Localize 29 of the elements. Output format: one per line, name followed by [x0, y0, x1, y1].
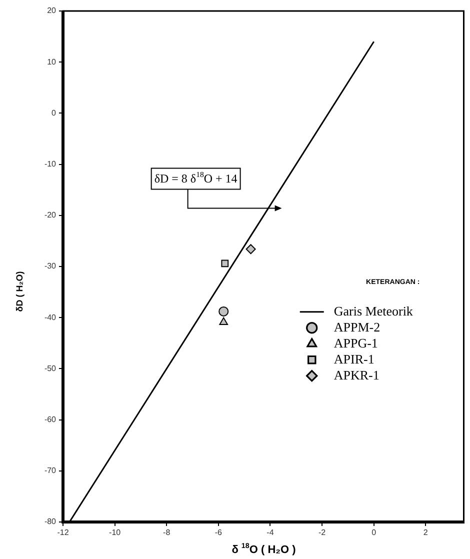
y-tick-label: 10: [47, 57, 57, 66]
y-tick-label: -40: [44, 312, 57, 322]
y-tick-label: -80: [44, 517, 57, 526]
y-tick-label: -10: [44, 160, 57, 169]
x-tick-label: -4: [266, 528, 274, 538]
y-tick-label: -30: [44, 262, 57, 271]
y-tick-label: -20: [44, 210, 57, 220]
y-tick-label: -70: [44, 466, 57, 476]
y-tick-label: -60: [44, 415, 57, 424]
x-tick-label: 2: [423, 528, 428, 538]
x-tick-label: 0: [372, 528, 377, 538]
legend-label: APKR-1: [334, 367, 380, 382]
point: [221, 260, 229, 268]
point: [219, 317, 228, 325]
y-axis-title: δD ( H₂O): [14, 271, 24, 312]
x-tick-label: -12: [57, 528, 70, 538]
x-tick-label: -8: [163, 528, 171, 538]
legend-label: APPM-2: [334, 319, 380, 334]
y-tick-label: 20: [47, 6, 57, 16]
x-tick-label: -6: [214, 528, 223, 538]
legend-label: Garis Meteorik: [334, 303, 414, 318]
legend-label: APPG-1: [334, 335, 378, 350]
y-tick-label: 0: [52, 108, 57, 118]
y-tick-label: -50: [44, 364, 57, 373]
point: [246, 244, 256, 254]
x-tick-label: -10: [109, 528, 122, 538]
x-tick-label: -2: [318, 528, 326, 538]
point: [218, 306, 229, 316]
legend-label: APIR-1: [334, 351, 374, 366]
